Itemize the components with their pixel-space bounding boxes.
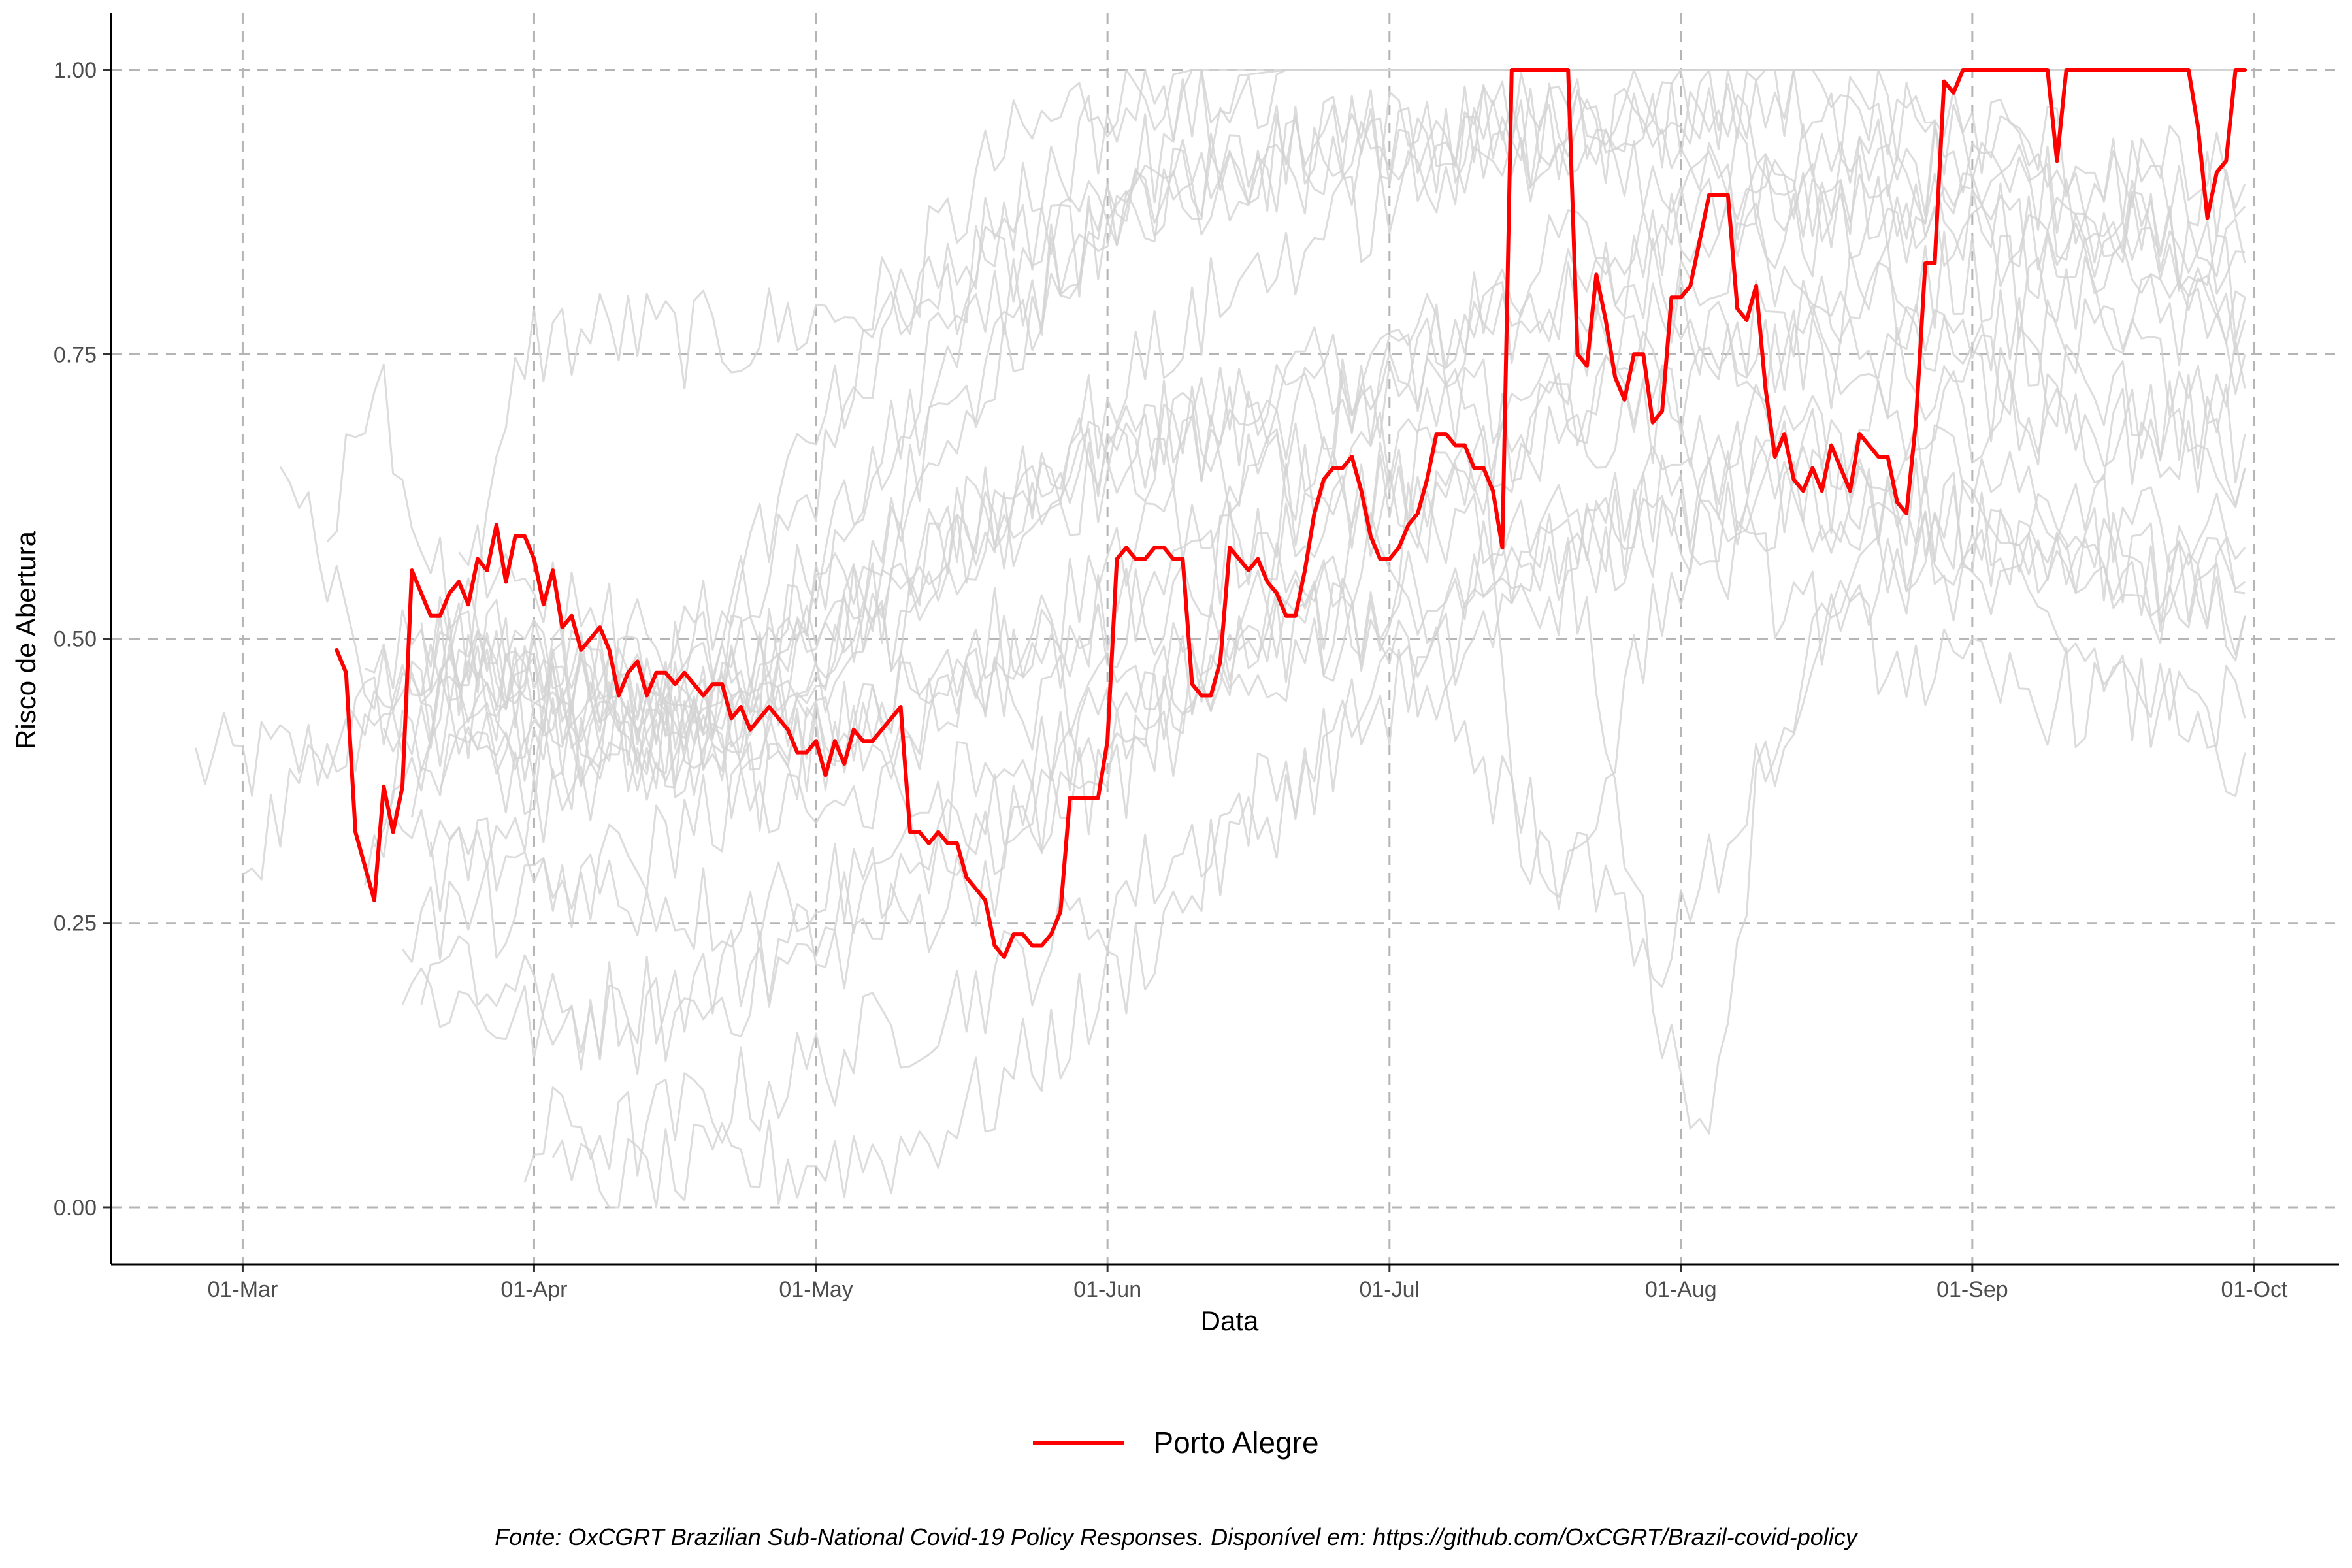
background-series-line xyxy=(364,82,2246,886)
porto-alegre-line xyxy=(335,68,2247,959)
y-tick-label: 1.00 xyxy=(54,58,97,83)
x-tick-label: 01-Jul xyxy=(1359,1277,1420,1302)
background-series-line xyxy=(373,276,2246,848)
y-tick-label: 0.50 xyxy=(54,627,97,652)
source-caption: Fonte: OxCGRT Brazilian Sub-National Cov… xyxy=(495,1524,1857,1550)
axes xyxy=(103,13,2339,1272)
tick-labels: 0.00 0.25 0.50 0.75 1.00 01-Mar 01-Apr 01-May 01… xyxy=(54,58,2288,1302)
background-series-group xyxy=(195,69,2246,1209)
background-series-line xyxy=(551,435,2246,1209)
background-series-line xyxy=(195,175,2246,797)
background-series-line xyxy=(401,289,2246,1058)
y-axis-title: Risco de Abertura xyxy=(10,531,41,749)
background-series-line xyxy=(392,369,2246,952)
x-tick-label: 01-May xyxy=(779,1277,853,1302)
background-series-line xyxy=(467,150,2246,792)
y-tick-label: 0.25 xyxy=(54,911,97,936)
background-series-line xyxy=(410,69,2246,818)
background-series-line xyxy=(382,356,2246,910)
x-tick-label: 01-Mar xyxy=(208,1277,278,1302)
background-series-line xyxy=(420,368,2246,1075)
legend-swatch xyxy=(1033,1441,1125,1445)
legend-label: Porto Alegre xyxy=(1153,1426,1319,1460)
x-tick-label: 01-Apr xyxy=(500,1277,567,1302)
background-series-line xyxy=(429,99,2246,913)
y-tick-label: 0.75 xyxy=(54,342,97,367)
x-tick-label: 01-Oct xyxy=(2221,1277,2288,1302)
x-axis-title: Data xyxy=(1201,1305,1259,1336)
background-series-line xyxy=(401,231,2246,963)
highlight-series-group xyxy=(335,68,2247,959)
legend: Porto Alegre xyxy=(0,1416,2352,1469)
y-tick-label: 0.00 xyxy=(54,1196,97,1220)
x-tick-label: 01-Jun xyxy=(1073,1277,1141,1302)
background-series-line xyxy=(439,484,2246,988)
background-series-line xyxy=(458,69,2246,697)
x-tick-label: 01-Aug xyxy=(1645,1277,1717,1302)
x-tick-label: 01-Sep xyxy=(1936,1277,2008,1302)
